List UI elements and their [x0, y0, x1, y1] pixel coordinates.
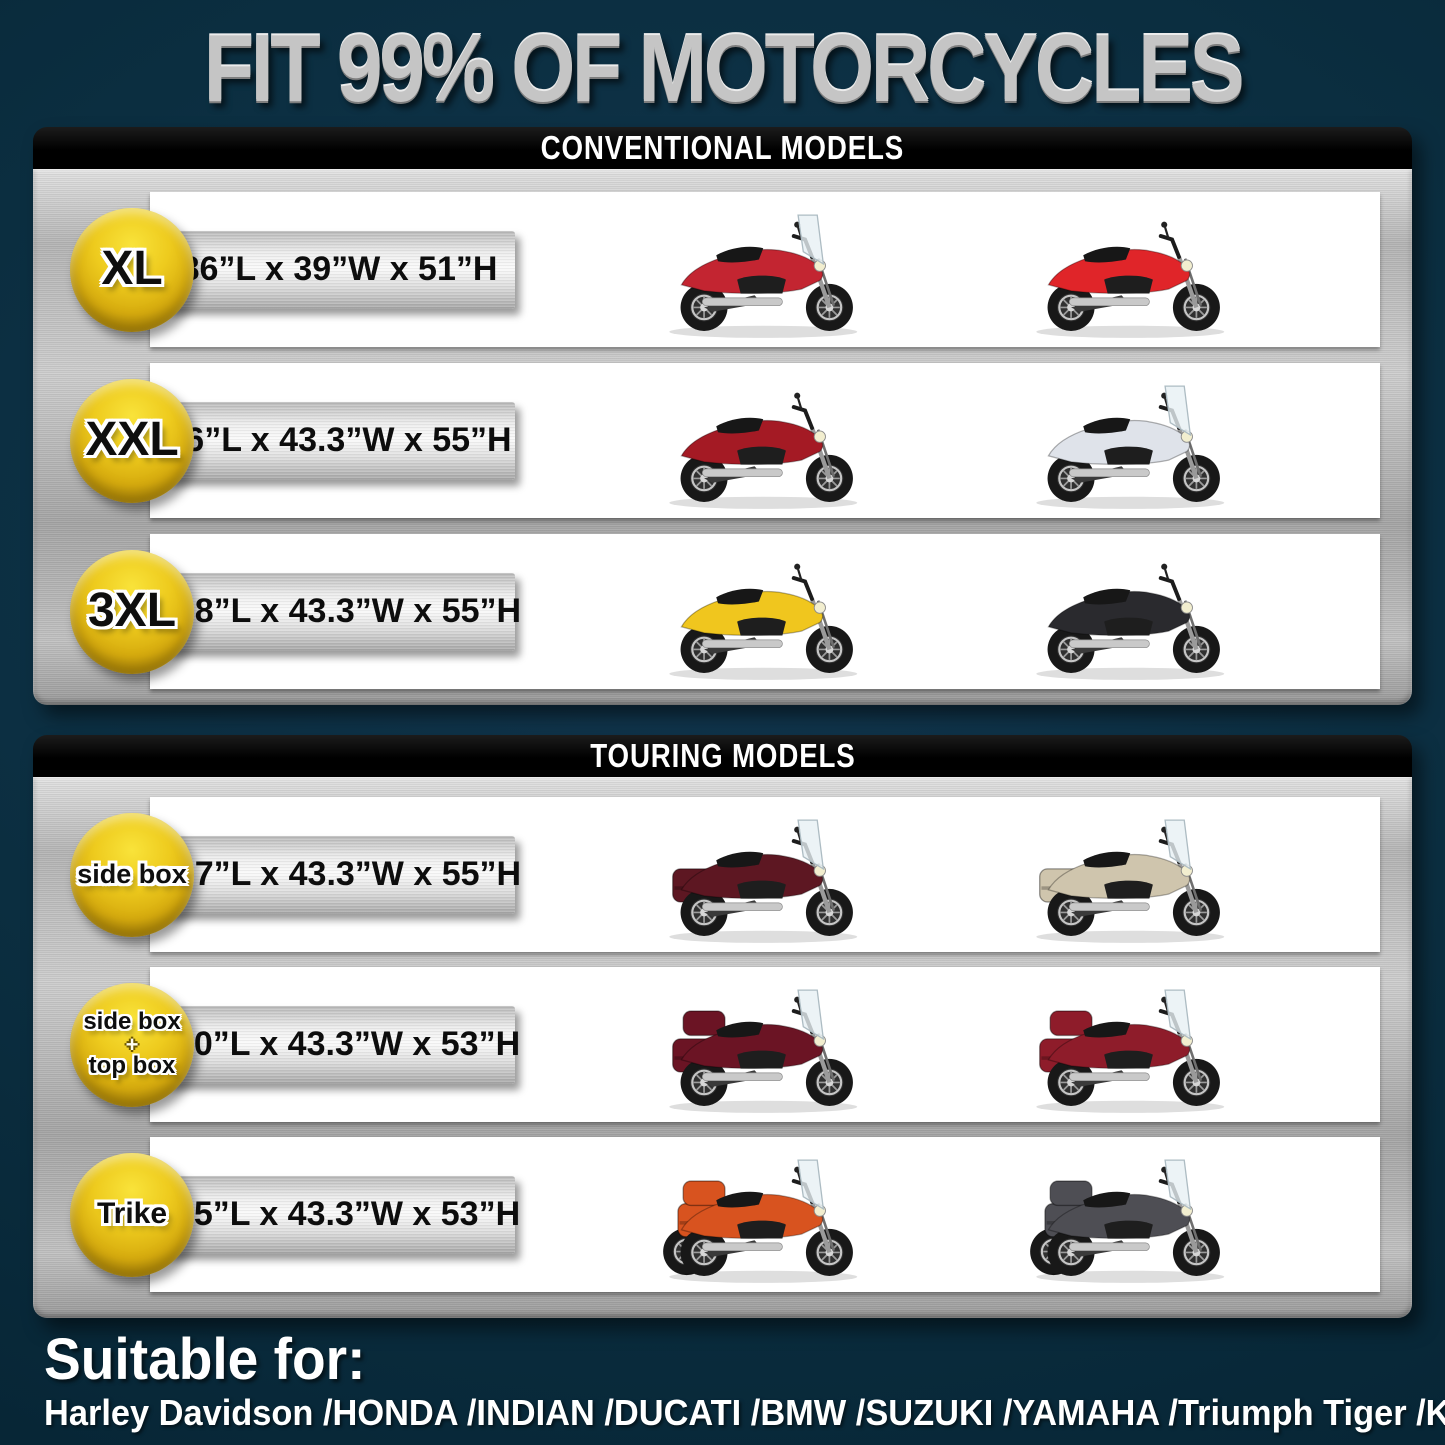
conventional-models-header: CONVENTIONAL MODELS	[33, 127, 1412, 169]
size-badge-side-box: side box	[70, 812, 194, 937]
bike-photos	[525, 363, 1372, 518]
motorcycle-image	[639, 367, 891, 515]
motorcycle-image	[1006, 538, 1258, 686]
touring-models-header: TOURING MODELS	[33, 735, 1412, 777]
motorcycle-image	[1006, 801, 1258, 949]
size-row-3xl: 108”L x 43.3”W x 55”H 3XL	[70, 534, 1380, 689]
motorcycle-image	[639, 971, 891, 1119]
size-badge-label: XXL	[85, 413, 179, 467]
touring-models-panel: TOURING MODELS 107”L x 43.3”W x 55”H sid…	[33, 735, 1412, 1318]
suitable-for-label: Suitable for:	[44, 1327, 366, 1392]
size-row-side-box-top-box: 110”L x 43.3”W x 53”H side box + top box	[70, 967, 1380, 1122]
size-badge-xxl: XXL	[70, 378, 194, 503]
conventional-models-header-label: CONVENTIONAL MODELS	[540, 129, 905, 166]
size-row-trike: 115”L x 43.3”W x 53”H Trike	[70, 1137, 1380, 1292]
page-title: FIT 99% OF MOTORCYCLES	[203, 15, 1245, 122]
dimension-bar: 110”L x 43.3”W x 53”H	[158, 1005, 520, 1084]
motorcycle-image	[1006, 971, 1258, 1119]
touring-models-body: 107”L x 43.3”W x 55”H side box 110”L x 4…	[33, 777, 1412, 1318]
bike-photos	[525, 797, 1372, 952]
motorcycle-image	[639, 801, 891, 949]
motorcycle-image	[639, 1141, 891, 1289]
dimension-bar: 108”L x 43.3”W x 55”H	[157, 572, 521, 651]
motorcycle-image	[1006, 196, 1258, 344]
motorcycle-image	[1006, 367, 1258, 515]
size-badge-label-line1: side box	[83, 1008, 181, 1036]
dimension-bar: 107”L x 43.3”W x 55”H	[157, 835, 521, 914]
size-badge-3xl: 3XL	[70, 549, 194, 674]
size-row-xl: 86”L x 39”W x 51”H XL	[70, 192, 1380, 347]
size-badge-side-box-top-box: side box + top box	[70, 982, 194, 1107]
size-badge-xl: XL	[70, 207, 194, 332]
dimension-text: 108”L x 43.3”W x 55”H	[156, 592, 522, 630]
size-badge-label: 3XL	[87, 584, 177, 638]
conventional-models-panel: CONVENTIONAL MODELS 86”L x 39”W x 51”H X…	[33, 127, 1412, 705]
bike-photos	[525, 1137, 1372, 1292]
motorcycle-image	[1006, 1141, 1258, 1289]
dimension-text: 96”L x 43.3”W x 55”H	[166, 421, 512, 459]
bike-photos	[525, 192, 1372, 347]
plus-sign: +	[125, 1031, 139, 1057]
touring-models-header-label: TOURING MODELS	[589, 737, 856, 774]
size-badge-label: side box	[77, 858, 187, 889]
size-badge-trike: Trike	[70, 1152, 194, 1277]
dimension-bar: 115”L x 43.3”W x 53”H	[158, 1175, 520, 1254]
size-badge-label: XL	[101, 242, 163, 296]
dimension-bar: 86”L x 39”W x 51”H	[163, 230, 515, 309]
size-row-xxl: 96”L x 43.3”W x 55”H XXL	[70, 363, 1380, 518]
size-badge-label-line2: top box	[88, 1052, 176, 1080]
motorcycle-image	[639, 538, 891, 686]
conventional-models-body: 86”L x 39”W x 51”H XL 96”L x 43.3”W x 55…	[33, 169, 1412, 705]
motorcycle-image	[639, 196, 891, 344]
dimension-bar: 96”L x 43.3”W x 55”H	[163, 401, 515, 480]
brand-list: Harley Davidson /HONDA /INDIAN /DUCATI /…	[44, 1392, 1445, 1433]
size-badge-label: Trike	[96, 1197, 168, 1231]
size-row-side-box: 107”L x 43.3”W x 55”H side box	[70, 797, 1380, 952]
dimension-text: 107”L x 43.3”W x 55”H	[156, 855, 522, 893]
dimension-text: 86”L x 39”W x 51”H	[180, 250, 498, 288]
dimension-text: 115”L x 43.3”W x 53”H	[157, 1195, 521, 1233]
bike-photos	[525, 534, 1372, 689]
dimension-text: 110”L x 43.3”W x 53”H	[157, 1025, 521, 1063]
bike-photos	[525, 967, 1372, 1122]
